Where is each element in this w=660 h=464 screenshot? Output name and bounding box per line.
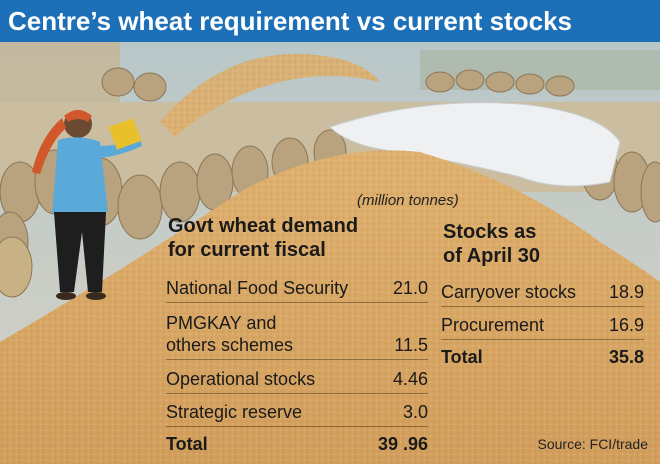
page-title: Centre’s wheat requirement vs current st… — [0, 0, 660, 42]
demand-row-strategic-reserve: Strategic reserve 3.0 — [166, 396, 428, 427]
background-photo — [0, 42, 660, 464]
stocks-row-value: 18.9 — [608, 282, 644, 302]
warehouse-left — [0, 42, 120, 112]
demand-total-value: 39 .96 — [377, 434, 428, 454]
demand-row-label: National Food Security — [166, 278, 349, 298]
thrown-grain-texture — [160, 53, 380, 137]
stocks-title-line1: Stocks as — [443, 221, 537, 243]
source-note: Source: FCI/trade — [537, 436, 649, 452]
demand-row-operational-stocks: Operational stocks 4.46 — [166, 362, 428, 394]
stocks-title: Stocks as of April 30 — [443, 220, 643, 268]
demand-total-row: Total 39 .96 — [166, 428, 428, 458]
stocks-row-label: Carryover stocks — [441, 282, 577, 302]
stocks-row-value: 16.9 — [608, 315, 644, 335]
demand-row-label-line2: others schemes — [166, 335, 294, 355]
worker-figure — [32, 110, 142, 300]
demand-title-line1: Govt wheat demand — [168, 215, 359, 237]
rolled-mat — [0, 236, 33, 298]
demand-title-line2: for current fiscal — [168, 239, 326, 261]
stocks-row-procurement: Procurement 16.9 — [441, 309, 644, 340]
demand-total-label: Total — [166, 434, 208, 454]
stocks-total-row: Total 35.8 — [441, 341, 644, 371]
wheat-grain-texture — [0, 150, 660, 464]
stocks-row-label: Procurement — [441, 315, 545, 335]
demand-title: Govt wheat demand for current fiscal — [168, 214, 398, 262]
demand-row-value: 4.46 — [392, 369, 428, 389]
demand-row-label: Operational stocks — [166, 369, 316, 389]
demand-row-value: 21.0 — [392, 278, 428, 298]
stocks-row-carryover: Carryover stocks 18.9 — [441, 276, 644, 307]
demand-row-value: 11.5 — [394, 335, 428, 355]
demand-row-label: Strategic reserve — [166, 402, 303, 422]
stocks-title-line2: of April 30 — [443, 245, 541, 267]
stocks-total-value: 35.8 — [608, 347, 644, 367]
stocks-total-label: Total — [441, 347, 483, 367]
demand-row-value: 3.0 — [402, 402, 428, 422]
unit-note: (million tonnes) — [357, 192, 459, 209]
demand-row-label: PMGKAY and — [166, 313, 277, 333]
demand-row-pmgkay: PMGKAY and others schemes 11.5 — [166, 304, 428, 360]
demand-row-national-food-security: National Food Security 21.0 — [166, 270, 428, 303]
